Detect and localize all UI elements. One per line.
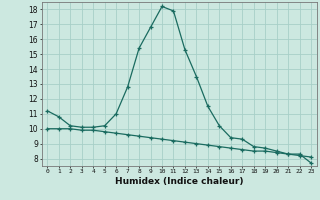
X-axis label: Humidex (Indice chaleur): Humidex (Indice chaleur) — [115, 177, 244, 186]
